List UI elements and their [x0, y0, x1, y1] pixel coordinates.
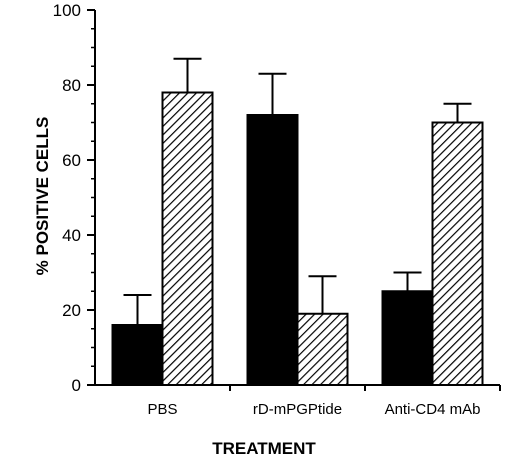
labels: 0 20 40 60 80 100 PBS rD-mPGPtide Anti-CD4 mAb: [53, 1, 481, 418]
y-tick-label: 80: [62, 76, 81, 95]
x-axis-title: TREATMENT: [212, 439, 316, 458]
x-tick-label: PBS: [147, 401, 177, 418]
bar-solid: [381, 290, 434, 386]
y-tick-label: 20: [62, 301, 81, 320]
y-tick-label: 0: [72, 376, 81, 395]
x-tick-label: Anti-CD4 mAb: [385, 401, 481, 418]
bar-solid: [111, 324, 164, 386]
x-tick-label: rD-mPGPtide: [253, 401, 342, 418]
y-axis-title: % POSITIVE CELLS: [33, 117, 52, 276]
bars: [111, 57, 484, 386]
bar-hatched: [431, 121, 484, 386]
bar-hatched: [161, 91, 214, 386]
y-tick-label: 100: [53, 1, 81, 20]
bar-solid: [246, 114, 299, 386]
y-tick-label: 40: [62, 226, 81, 245]
y-tick-label: 60: [62, 151, 81, 170]
bar-hatched: [296, 312, 349, 386]
